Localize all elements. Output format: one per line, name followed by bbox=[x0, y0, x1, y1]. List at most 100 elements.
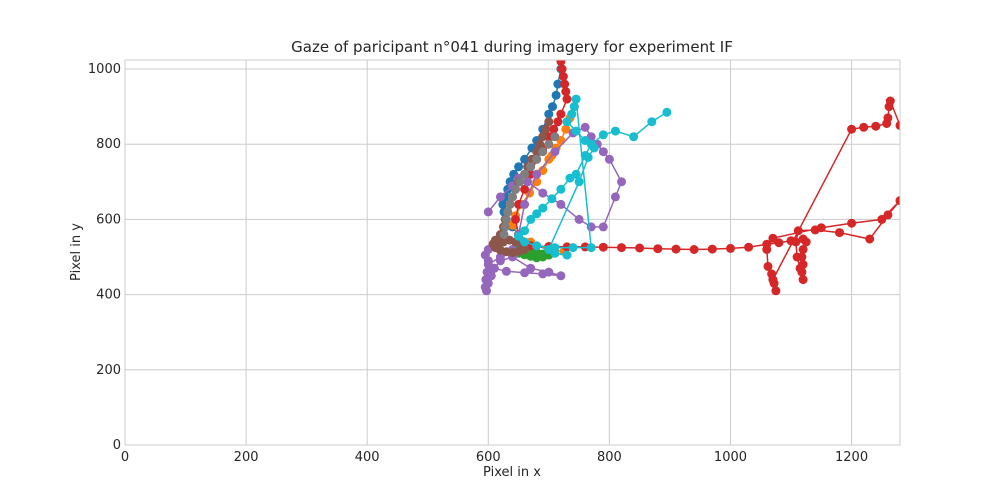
gaze-point bbox=[553, 79, 563, 89]
gaze-point bbox=[520, 154, 530, 164]
gaze-point bbox=[871, 121, 881, 131]
y-tick-label: 800 bbox=[96, 137, 121, 152]
gaze-point bbox=[586, 243, 596, 253]
gaze-point bbox=[610, 192, 620, 202]
gaze-point bbox=[598, 130, 608, 140]
gaze-point bbox=[801, 237, 811, 247]
gaze-point bbox=[501, 214, 511, 224]
gaze-point bbox=[541, 124, 551, 134]
gaze-point bbox=[551, 90, 561, 100]
gaze-point bbox=[771, 286, 781, 296]
gaze-point bbox=[883, 113, 893, 123]
gaze-point bbox=[835, 228, 844, 238]
gaze-point bbox=[885, 96, 895, 106]
gaze-point bbox=[895, 196, 900, 206]
gaze-point bbox=[793, 226, 803, 236]
plot-frame bbox=[124, 59, 901, 446]
gaze-point bbox=[550, 248, 560, 258]
gaze-point bbox=[526, 162, 536, 172]
gaze-point bbox=[744, 242, 754, 252]
gaze-point bbox=[583, 152, 593, 162]
gaze-point bbox=[671, 244, 681, 254]
gaze-point bbox=[483, 278, 493, 288]
gaze-series-8 bbox=[514, 94, 672, 260]
gaze-point bbox=[635, 243, 645, 253]
y-tick-label: 200 bbox=[96, 363, 121, 378]
gaze-point bbox=[538, 269, 548, 279]
gaze-point bbox=[495, 256, 505, 266]
gaze-point bbox=[574, 177, 584, 187]
gaze-point bbox=[544, 139, 554, 149]
x-tick-label: 400 bbox=[355, 450, 380, 465]
gaze-point bbox=[847, 218, 857, 228]
gaze-point bbox=[574, 214, 584, 224]
gaze-point bbox=[532, 241, 542, 251]
x-tick-label: 600 bbox=[476, 450, 501, 465]
gaze-point bbox=[483, 207, 493, 217]
gaze-point bbox=[499, 230, 509, 239]
y-tick-label: 400 bbox=[96, 288, 121, 303]
gaze-point bbox=[544, 109, 554, 119]
gaze-point bbox=[598, 222, 608, 232]
gaze-point bbox=[629, 132, 639, 142]
gaze-point bbox=[520, 184, 530, 194]
gaze-point bbox=[532, 209, 542, 219]
gaze-point bbox=[556, 199, 566, 209]
gaze-point bbox=[560, 79, 570, 89]
y-tick-label: 0 bbox=[113, 438, 121, 453]
x-tick-label: 0 bbox=[121, 450, 129, 465]
x-tick-label: 1200 bbox=[835, 450, 868, 465]
series-layer bbox=[480, 60, 900, 296]
gaze-point bbox=[556, 271, 566, 281]
gaze-point bbox=[847, 124, 857, 134]
gaze-point bbox=[561, 87, 571, 97]
gaze-point bbox=[569, 102, 579, 112]
gaze-point bbox=[895, 120, 900, 130]
gaze-point bbox=[503, 207, 513, 217]
gaze-point bbox=[520, 199, 530, 209]
gaze-point bbox=[495, 192, 505, 202]
x-tick-label: 800 bbox=[597, 450, 622, 465]
tick-labels: 0 200 400 600 800 1000 1200 0 200 400 600 800 1000 bbox=[88, 62, 868, 465]
gaze-point bbox=[553, 117, 563, 127]
gaze-point bbox=[662, 107, 672, 117]
gaze-point bbox=[571, 94, 581, 104]
gaze-point bbox=[523, 177, 533, 187]
gaze-point bbox=[762, 245, 772, 254]
gaze-point bbox=[580, 136, 590, 145]
gaze-point bbox=[550, 132, 560, 142]
gaze-point bbox=[816, 223, 826, 233]
gaze-point bbox=[865, 234, 875, 244]
gaze-point bbox=[598, 242, 608, 252]
gaze-point bbox=[877, 214, 887, 224]
gaze-point bbox=[604, 154, 614, 164]
gaze-point bbox=[568, 243, 578, 253]
gaze-point bbox=[489, 263, 499, 273]
gaze-point bbox=[792, 252, 802, 262]
gaze-point bbox=[571, 126, 581, 136]
gaze-point bbox=[556, 109, 566, 119]
gaze-point bbox=[544, 117, 554, 127]
gaze-point bbox=[520, 268, 530, 278]
gaze-point bbox=[798, 245, 808, 254]
gaze-point bbox=[486, 271, 496, 281]
gaze-point bbox=[763, 261, 773, 271]
gaze-point bbox=[689, 245, 699, 254]
gaze-point bbox=[498, 199, 508, 209]
gaze-point bbox=[547, 194, 557, 204]
gaze-point bbox=[526, 214, 536, 224]
gaze-point bbox=[565, 173, 575, 183]
gaze-point bbox=[567, 109, 577, 119]
x-axis-label: Pixel in x bbox=[483, 465, 541, 480]
gaze-point bbox=[538, 147, 548, 157]
gaze-point bbox=[707, 244, 717, 254]
y-tick-label: 600 bbox=[96, 212, 121, 227]
gaze-point bbox=[791, 237, 801, 247]
gaze-point bbox=[511, 184, 520, 194]
gaze-point bbox=[515, 177, 525, 187]
gaze-point bbox=[532, 154, 542, 164]
gaze-point bbox=[549, 124, 559, 134]
x-tick-label: 1000 bbox=[714, 450, 747, 465]
gaze-point bbox=[538, 132, 548, 142]
